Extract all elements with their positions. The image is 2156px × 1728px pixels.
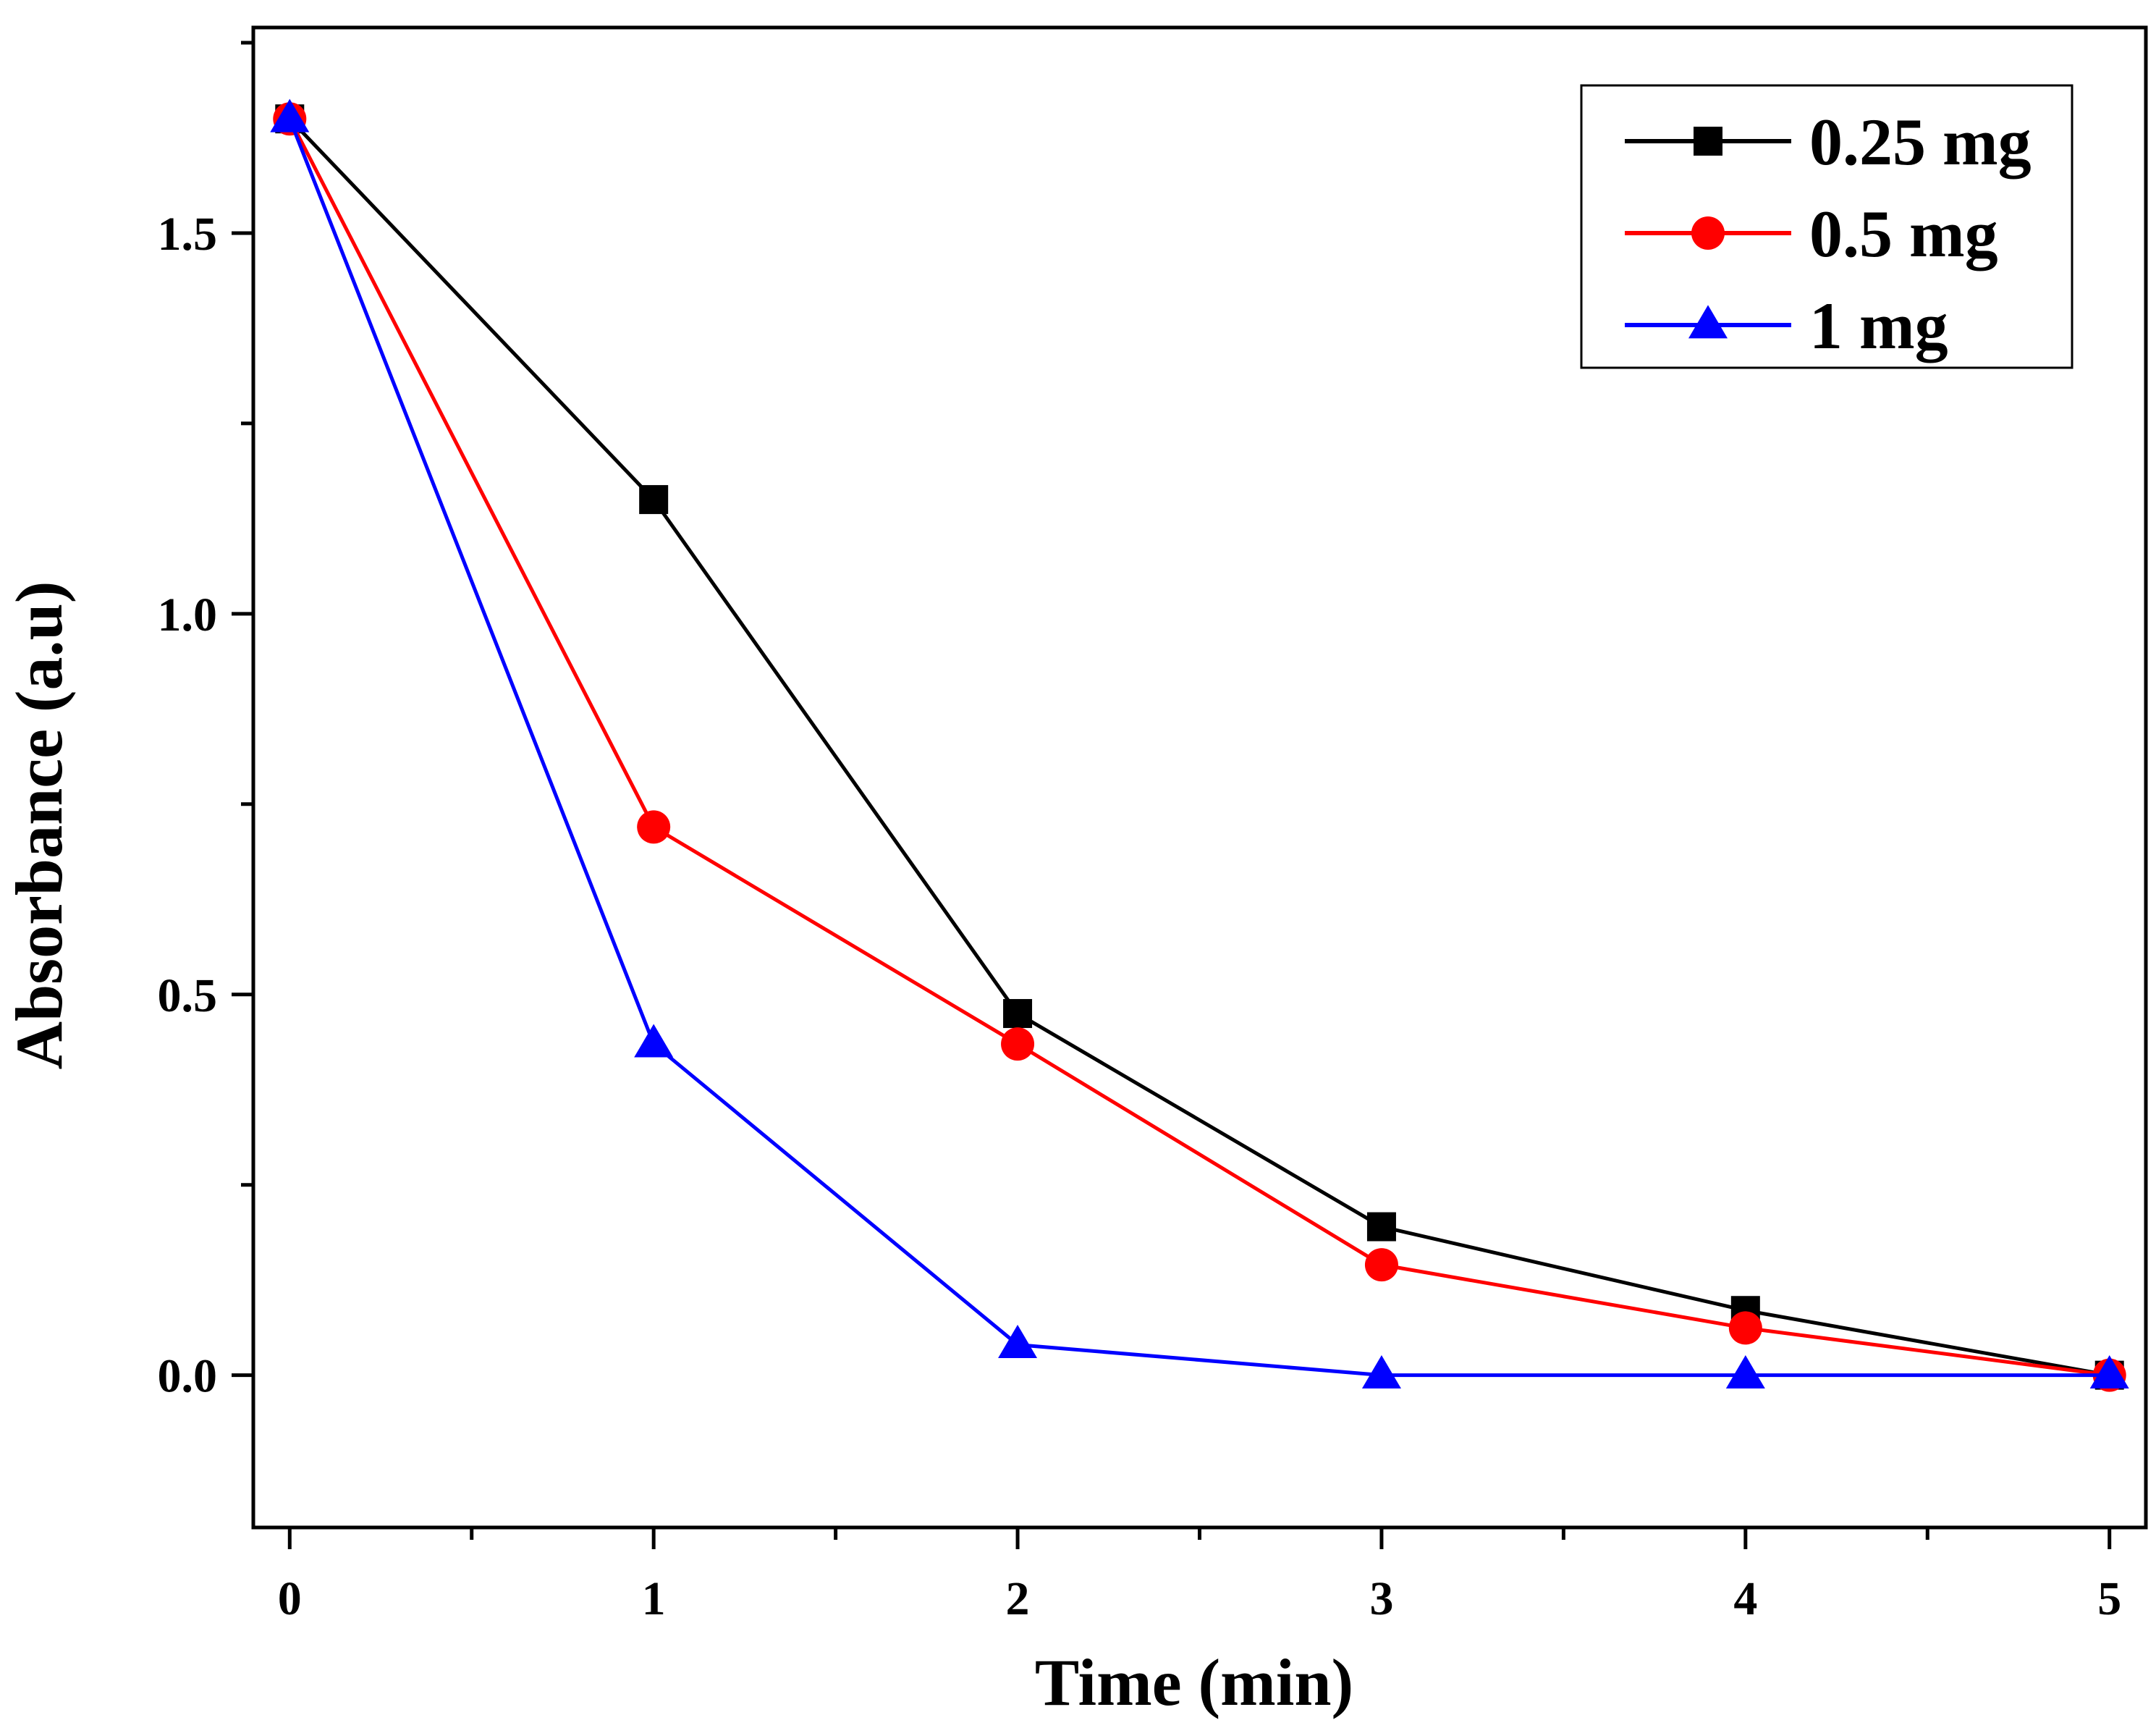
data-point (637, 810, 671, 844)
legend-label: 0.5 mg (1809, 197, 1998, 271)
data-point (1361, 1355, 1401, 1389)
y-tick-label: 0.5 (158, 969, 218, 1022)
series-1 (273, 102, 2126, 1392)
legend-marker (1688, 305, 1728, 339)
legend: 0.25 mg 0.5 mg 1 mg (1580, 84, 2073, 369)
x-tick-label: 0 (278, 1572, 302, 1625)
axes: 0 1 2 3 4 5 0.0 0.5 1.0 1.5 (158, 25, 2148, 1625)
y-axis-title: Absorbance (a.u) (2, 581, 76, 1070)
x-tick-label: 1 (642, 1572, 666, 1625)
series-line (288, 117, 2110, 1378)
data-point (1728, 1311, 1762, 1345)
data-point (634, 1024, 674, 1058)
x-tick-label: 5 (2097, 1572, 2121, 1625)
series-layer (270, 98, 2129, 1392)
x-axis-title: Time (min) (1035, 1645, 1353, 1719)
x-tick-label: 2 (1006, 1572, 1030, 1625)
legend-marker (1691, 216, 1725, 250)
data-point (270, 98, 310, 132)
x-tick-label: 4 (1733, 1572, 1757, 1625)
y-tick-label: 1.5 (158, 208, 218, 261)
legend-label: 0.25 mg (1809, 105, 2032, 179)
x-tick-label: 3 (1369, 1572, 1393, 1625)
series-line (287, 118, 2110, 1378)
series-line (288, 118, 2110, 1378)
data-point (1366, 1212, 1396, 1242)
series-2 (270, 98, 2129, 1389)
y-tick-label: 1.0 (158, 589, 218, 641)
legend-marker (1694, 127, 1722, 156)
data-point (998, 1324, 1038, 1358)
data-point (1725, 1355, 1765, 1389)
data-point (1001, 1027, 1035, 1061)
legend-label: 1 mg (1809, 289, 1948, 363)
data-point (639, 485, 669, 515)
data-point (1364, 1248, 1398, 1282)
y-tick-label: 0.0 (158, 1350, 218, 1403)
legend-box (1580, 84, 2073, 369)
data-point (2089, 1355, 2129, 1389)
data-point (1003, 999, 1033, 1029)
